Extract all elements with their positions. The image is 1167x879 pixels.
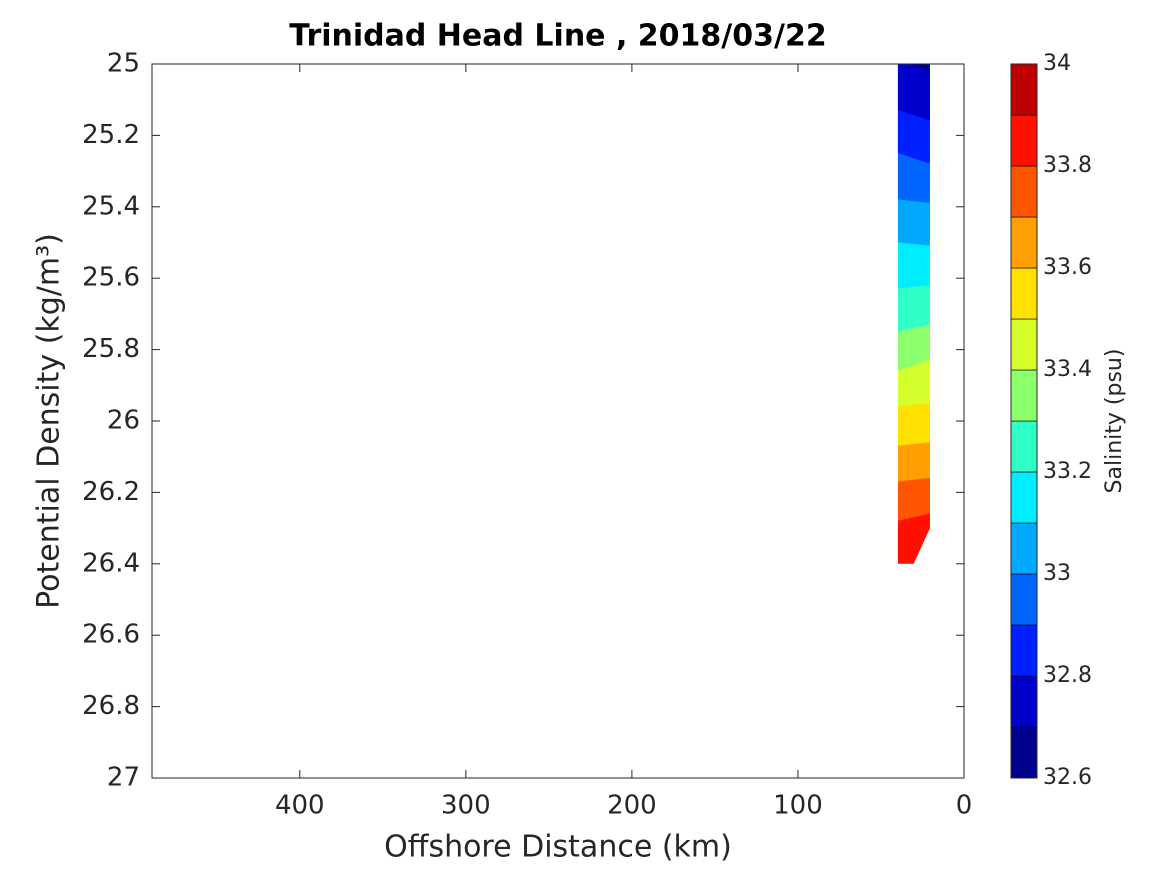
contour-band <box>897 360 930 407</box>
colorbar-tick-label: 33.8 <box>1043 153 1092 178</box>
contour-line <box>897 442 930 447</box>
colorbar-tick-label: 33.6 <box>1043 255 1092 280</box>
colorbar-swatch <box>1010 726 1038 779</box>
y-tick-label: 25 <box>107 49 140 79</box>
contour-band <box>897 64 930 122</box>
colorbar-swatch <box>1010 165 1038 218</box>
colorbar-swatch <box>1010 114 1038 167</box>
contour-band <box>897 153 930 204</box>
colorbar-tick-label: 32.6 <box>1043 765 1092 790</box>
contour-band <box>897 513 930 564</box>
contour-line <box>897 402 930 407</box>
contour-line <box>913 64 931 75</box>
x-tick-label: 200 <box>607 791 657 821</box>
contour-area <box>897 64 931 564</box>
contour-line <box>897 199 930 204</box>
contour-band <box>897 64 930 75</box>
contour-band <box>897 324 930 372</box>
x-tick-label: 100 <box>773 791 823 821</box>
x-tick-label: 400 <box>275 791 325 821</box>
y-tick-label: 26.4 <box>82 548 140 578</box>
colorbar-tick-label: 33.4 <box>1043 357 1092 382</box>
contour-band <box>897 242 930 289</box>
colorbar-tick-label: 33 <box>1043 561 1071 586</box>
y-tick-label: 27 <box>107 763 140 793</box>
y-tick-label: 25.6 <box>82 263 140 293</box>
colorbar-swatch <box>1010 369 1038 422</box>
contour-line <box>897 153 931 165</box>
contour-band <box>897 199 930 247</box>
x-tick-label: 0 <box>956 791 973 821</box>
colorbar-swatch <box>1010 675 1038 728</box>
colorbar-swatch <box>1010 573 1038 626</box>
contour-band <box>897 285 930 332</box>
colorbar-swatch <box>1010 318 1038 371</box>
colorbar-swatch <box>1010 624 1038 677</box>
x-axis-label: Offshore Distance (km) <box>384 830 732 865</box>
y-axis-label: Potential Density (kg/m³) <box>32 233 67 609</box>
colorbar-swatch <box>1010 63 1038 116</box>
contour-band <box>897 478 930 521</box>
x-tick-label: 300 <box>441 791 491 821</box>
y-tick-label: 26.6 <box>82 620 140 650</box>
contour-line <box>897 110 931 122</box>
contour-line <box>897 285 930 290</box>
contour-band <box>897 110 930 164</box>
contour-band <box>897 442 930 482</box>
y-tick-label: 26 <box>107 406 140 436</box>
contour-line <box>897 477 930 482</box>
colorbar-tick-label: 33.2 <box>1043 459 1092 484</box>
colorbar-swatch <box>1010 267 1038 320</box>
colorbar-swatch <box>1010 216 1038 269</box>
contour-line <box>897 324 931 332</box>
contour-line <box>897 242 930 247</box>
chart-title: Trinidad Head Line , 2018/03/22 <box>289 19 826 54</box>
colorbar-swatch <box>1010 420 1038 473</box>
contour-line <box>897 360 931 372</box>
y-tick-label: 25.8 <box>82 334 140 364</box>
colorbar-frame <box>1010 63 1038 779</box>
colorbar-tick-label: 32.8 <box>1043 663 1092 688</box>
colorbar-tick-label: 34 <box>1043 51 1071 76</box>
y-tick-label: 26.2 <box>82 477 140 507</box>
contour-band <box>897 403 930 446</box>
y-tick-label: 26.8 <box>82 691 140 721</box>
colorbar-swatch <box>1010 471 1038 524</box>
contour-line <box>897 513 931 522</box>
plot-frame <box>151 63 965 779</box>
colorbar-swatch <box>1010 522 1038 575</box>
colorbar-label: Salinity (psu) <box>1102 349 1127 494</box>
y-tick-label: 25.2 <box>82 120 140 150</box>
y-tick-label: 25.4 <box>82 191 140 221</box>
